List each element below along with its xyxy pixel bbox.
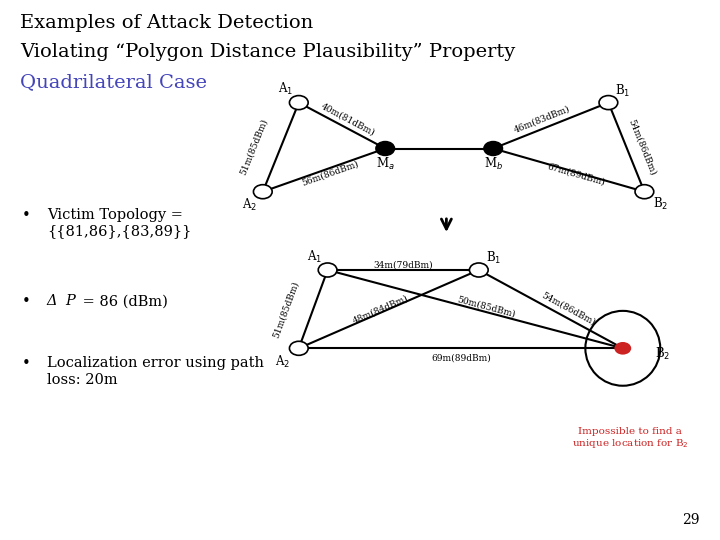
Text: 54m(86dBm): 54m(86dBm)	[627, 118, 657, 177]
Text: •: •	[22, 294, 30, 309]
Circle shape	[289, 341, 308, 355]
Text: 40m(81dBm): 40m(81dBm)	[319, 101, 377, 137]
Circle shape	[614, 342, 631, 355]
Text: P: P	[65, 294, 75, 308]
Circle shape	[253, 185, 272, 199]
Text: 67m(89dBm): 67m(89dBm)	[546, 162, 606, 187]
Text: B$_2$: B$_2$	[652, 195, 668, 212]
Circle shape	[376, 141, 395, 156]
Circle shape	[635, 185, 654, 199]
Text: B$_1$: B$_1$	[615, 83, 631, 99]
Text: M$_a$: M$_a$	[376, 156, 395, 172]
Text: 34m(79dBm): 34m(79dBm)	[374, 260, 433, 269]
Text: B$_1$: B$_1$	[485, 250, 501, 266]
Text: Impossible to find a
unique location for B$_2$: Impossible to find a unique location for…	[572, 427, 688, 450]
Text: = 86 (dBm): = 86 (dBm)	[78, 294, 168, 308]
Text: Examples of Attack Detection: Examples of Attack Detection	[20, 14, 313, 31]
Text: 51m(85dBm): 51m(85dBm)	[271, 279, 300, 339]
Text: Localization error using path
loss: 20m: Localization error using path loss: 20m	[47, 356, 264, 387]
Text: 29: 29	[683, 512, 700, 526]
Text: •: •	[22, 208, 30, 223]
Circle shape	[469, 263, 488, 277]
Text: 50m(85dBm): 50m(85dBm)	[456, 294, 516, 319]
Text: Violating “Polygon Distance Plausibility” Property: Violating “Polygon Distance Plausibility…	[20, 43, 516, 61]
Text: 51m(85dBm): 51m(85dBm)	[238, 118, 269, 177]
Text: A$_2$: A$_2$	[276, 354, 290, 370]
Text: Δ: Δ	[47, 294, 58, 308]
Text: Victim Topology =
{{81,86},{83,89}}: Victim Topology = {{81,86},{83,89}}	[47, 208, 192, 238]
Text: A$_2$: A$_2$	[243, 197, 257, 213]
Text: 48m(84dBm): 48m(84dBm)	[351, 293, 410, 325]
Text: A$_1$: A$_1$	[278, 81, 294, 97]
Text: 69m(89dBm): 69m(89dBm)	[431, 354, 490, 362]
Text: 54m(86dBm): 54m(86dBm)	[540, 291, 598, 327]
Text: B$_2$: B$_2$	[654, 346, 670, 362]
Text: Quadrilateral Case: Quadrilateral Case	[20, 73, 207, 91]
Text: 46m(83dBm): 46m(83dBm)	[513, 104, 572, 134]
Circle shape	[318, 263, 337, 277]
Circle shape	[484, 141, 503, 156]
Text: •: •	[22, 356, 30, 372]
Text: M$_b$: M$_b$	[484, 156, 503, 172]
Circle shape	[599, 96, 618, 110]
Text: A$_1$: A$_1$	[307, 248, 323, 265]
Circle shape	[289, 96, 308, 110]
Text: 56m(86dBm): 56m(86dBm)	[300, 159, 359, 187]
